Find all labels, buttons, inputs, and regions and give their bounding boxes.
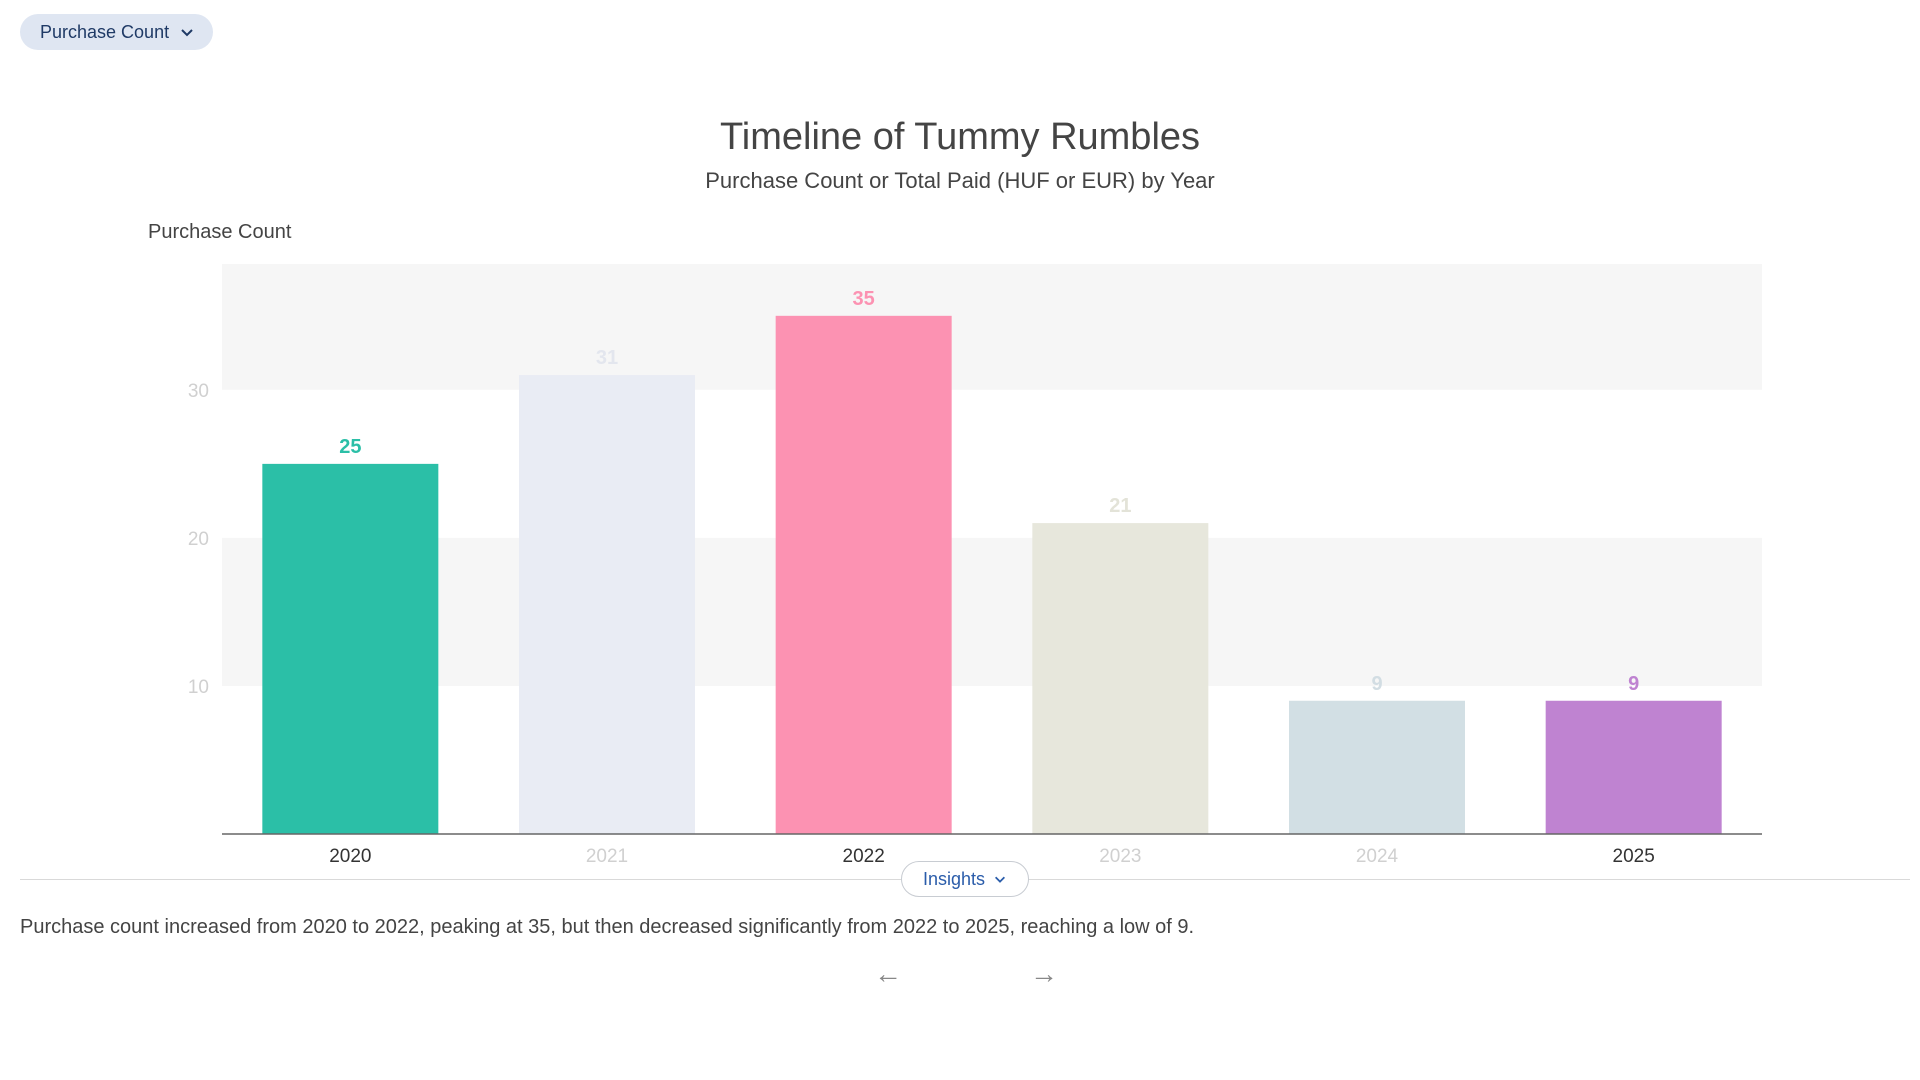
prev-arrow-icon[interactable]: ←	[874, 958, 902, 989]
bar-value-label: 9	[1371, 673, 1382, 695]
insights-label: Insights	[922, 868, 986, 889]
bar	[1289, 700, 1465, 834]
chart-subtitle: Purchase Count or Total Paid (HUF or EUR…	[705, 168, 1215, 193]
bar	[262, 463, 439, 834]
bar-chart: 10 20 30 Purchase Count 25 2020 31 2021 35 2022 21…	[148, 221, 1762, 867]
x-tick-label: 2025	[1613, 846, 1655, 867]
insights-button[interactable]: Insights	[901, 861, 1029, 897]
y-tick-label: 30	[188, 381, 209, 402]
bar	[1545, 700, 1722, 834]
insight-text: Purchase count increased from 2020 to 20…	[20, 916, 1195, 938]
x-tick-label: 2020	[329, 846, 371, 867]
y-tick-label: 10	[188, 677, 209, 698]
bar	[519, 375, 695, 834]
y-axis-label: Purchase Count	[148, 221, 292, 243]
grid-band	[222, 264, 1762, 390]
x-tick-label: 2021	[586, 846, 628, 867]
y-tick-label: 20	[188, 529, 209, 550]
x-tick-label: 2022	[843, 846, 885, 867]
bar-value-label: 35	[853, 288, 875, 310]
x-tick-label: 2024	[1356, 846, 1399, 867]
bar-value-label: 9	[1628, 673, 1639, 695]
bar-value-label: 25	[339, 436, 361, 458]
grid-band	[222, 537, 1762, 686]
metric-select-label: Purchase Count	[40, 21, 170, 42]
bar	[775, 315, 952, 834]
x-tick-label: 2023	[1099, 846, 1141, 867]
bar	[1032, 523, 1209, 834]
bar-value-label: 21	[1109, 495, 1131, 517]
chevron-down-icon	[995, 876, 1006, 883]
chevron-down-icon	[181, 29, 193, 37]
metric-select[interactable]: Purchase Count	[20, 14, 214, 50]
next-arrow-icon[interactable]: →	[1030, 958, 1058, 989]
bar-value-label: 31	[596, 347, 618, 369]
chart-title: Timeline of Tummy Rumbles	[719, 116, 1201, 158]
